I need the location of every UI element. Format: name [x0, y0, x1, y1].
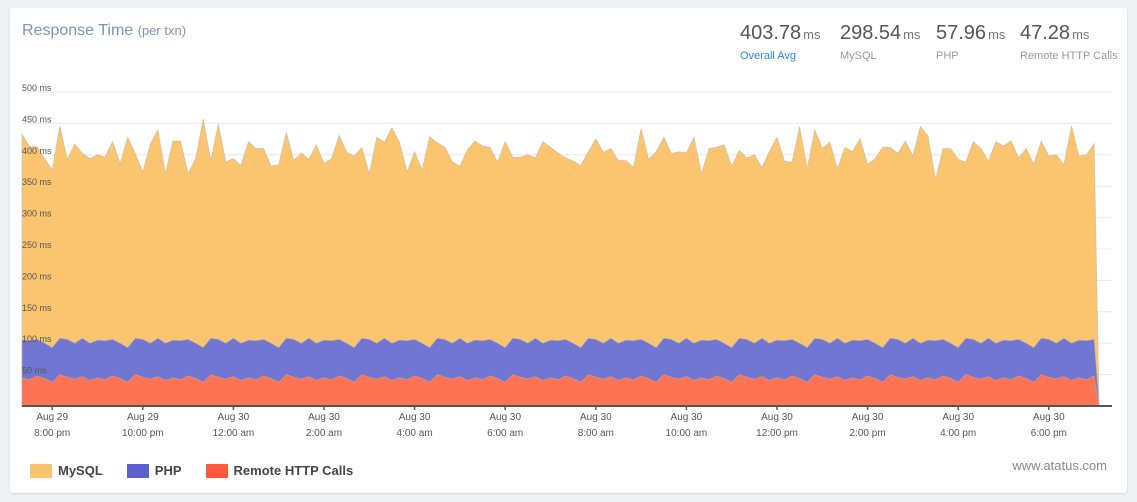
stat-php: 57.96 ms PHP: [936, 22, 1005, 62]
legend-item-php[interactable]: PHP: [126, 463, 182, 478]
y-tick-label: 100 ms: [22, 334, 52, 344]
y-tick-label: 150 ms: [22, 303, 52, 313]
stat-label: PHP: [936, 50, 959, 62]
x-tick-time: 8:00 pm: [34, 428, 70, 439]
y-tick-label: 400 ms: [22, 146, 52, 156]
legend-swatch-remote: [205, 463, 228, 478]
x-tick-time: 4:00 pm: [940, 428, 976, 439]
x-tick-time: 10:00 am: [666, 428, 708, 439]
stat-unit: ms: [903, 27, 921, 42]
x-tick-time: 8:00 am: [578, 428, 614, 439]
stat-unit: ms: [988, 27, 1006, 42]
y-tick-label: 350 ms: [22, 177, 52, 187]
legend-item-mysql[interactable]: MySQL: [30, 463, 103, 478]
stat-overall-avg: 403.78 ms Overall Avg: [740, 22, 821, 62]
remote-http-area: [21, 374, 1100, 407]
x-tick-time: 2:00 am: [306, 428, 342, 439]
x-tick-date: Aug 29: [127, 412, 159, 423]
stat-value: 298.54: [840, 22, 902, 44]
y-tick-label: 250 ms: [22, 240, 52, 250]
x-tick-date: Aug 30: [399, 412, 431, 423]
x-tick-time: 12:00 pm: [756, 428, 798, 439]
title-subtitle: (per txn): [137, 23, 187, 38]
y-tick-label: 300 ms: [22, 209, 52, 219]
x-tick-date: Aug 30: [489, 412, 521, 423]
x-tick-date: Aug 30: [671, 412, 703, 423]
legend-swatch-mysql: [30, 463, 52, 478]
x-tick-date: Aug 30: [942, 412, 974, 423]
legend-label: MySQL: [58, 463, 103, 478]
x-tick-date: Aug 30: [1033, 412, 1065, 423]
stat-label: Remote HTTP Calls: [1020, 50, 1118, 62]
stat-unit: ms: [803, 27, 821, 42]
x-tick-time: 4:00 am: [397, 428, 433, 439]
y-tick-label: 200 ms: [22, 271, 52, 281]
x-tick-date: Aug 29: [36, 412, 68, 423]
stat-value: 47.28: [1020, 22, 1071, 44]
x-tick-time: 10:00 pm: [122, 428, 164, 439]
legend-swatch-php: [126, 463, 149, 478]
response-time-chart[interactable]: 50 ms 100 ms 150 ms 200 ms 250 ms 300 ms 350 m…: [0, 0, 1137, 460]
y-tick-label: 500 ms: [22, 83, 52, 93]
stat-mysql: 298.54 ms MySQL: [840, 22, 921, 62]
legend-item-remote[interactable]: Remote HTTP Calls: [205, 463, 354, 478]
y-tick-label: 50 ms: [22, 366, 47, 376]
stat-remote-http: 47.28 ms Remote HTTP Calls: [1020, 22, 1118, 62]
stat-unit: ms: [1072, 27, 1090, 42]
x-tick-date: Aug 30: [761, 412, 793, 423]
chart-title: Response Time (per txn): [22, 22, 186, 40]
stat-value: 57.96: [936, 22, 987, 44]
stat-label: MySQL: [840, 50, 877, 62]
x-tick-time: 6:00 pm: [1031, 428, 1067, 439]
x-tick-date: Aug 30: [308, 412, 340, 423]
y-tick-label: 450 ms: [22, 114, 52, 124]
title-text: Response Time: [22, 22, 134, 39]
legend-label: Remote HTTP Calls: [233, 463, 354, 478]
x-tick-date: Aug 30: [218, 412, 250, 423]
legend: MySQL PHP Remote HTTP Calls: [30, 463, 377, 478]
mysql-area: [21, 118, 1100, 407]
x-tick-time: 6:00 am: [487, 428, 523, 439]
x-tick-date: Aug 30: [580, 412, 612, 423]
x-tick-time: 12:00 am: [213, 428, 255, 439]
legend-label: PHP: [154, 463, 182, 478]
stat-label[interactable]: Overall Avg: [740, 50, 797, 62]
x-tick-time: 2:00 pm: [850, 428, 886, 439]
x-tick-date: Aug 30: [852, 412, 884, 423]
stat-value: 403.78: [740, 22, 802, 44]
brand-link[interactable]: www.atatus.com: [1012, 458, 1107, 473]
